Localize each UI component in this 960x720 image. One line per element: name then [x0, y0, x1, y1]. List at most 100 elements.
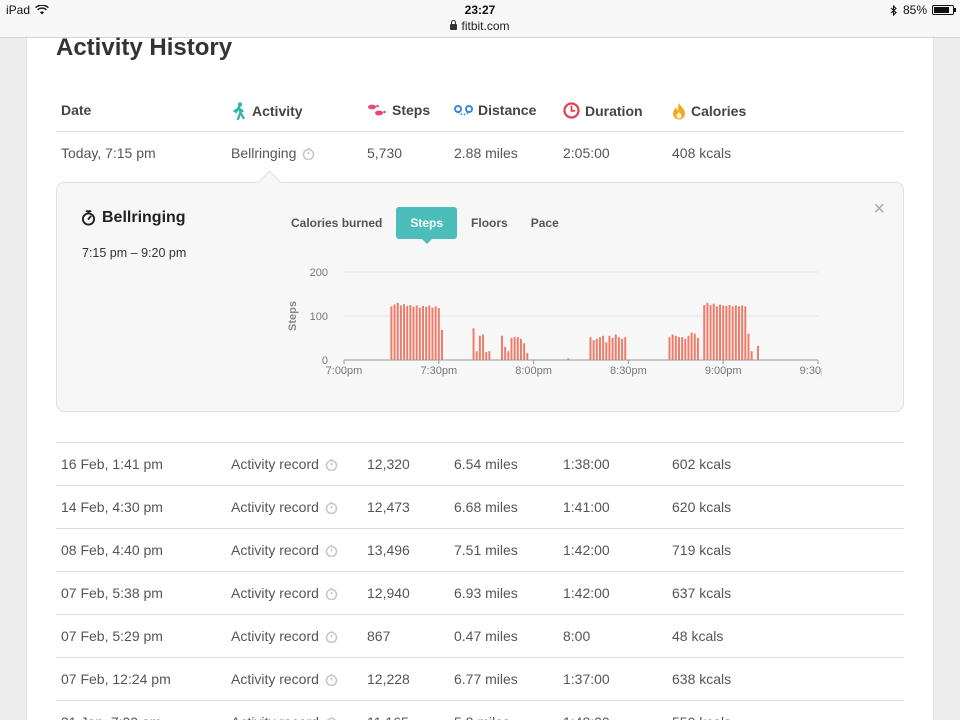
header-label: Date	[61, 102, 92, 118]
row-date: Today, 7:15 pm	[61, 145, 156, 161]
table-row[interactable]: 16 Feb, 1:41 pm Activity record 12,320 6.54…	[56, 443, 904, 486]
bar	[418, 307, 421, 360]
table-row[interactable]: Today, 7:15 pm Bellringing 5,730 2.88 mi…	[56, 132, 904, 174]
bar	[614, 334, 617, 360]
row-steps: 5,730	[367, 145, 403, 161]
bar	[605, 342, 608, 360]
row-steps: 12,320	[367, 456, 410, 472]
detail-title: Bellringing	[81, 209, 186, 227]
bar	[399, 305, 402, 360]
bar	[501, 335, 503, 360]
bar	[611, 338, 614, 360]
bar	[482, 334, 485, 360]
activity-name: Activity record	[231, 542, 319, 558]
table-row[interactable]: 31 Jan, 7:00 am Activity record 11,165 5.8 …	[56, 701, 904, 720]
activity-name: Activity record	[231, 585, 319, 601]
bar	[687, 335, 690, 360]
row-steps: 11,165	[367, 714, 409, 720]
row-distance: 6.77 miles	[454, 671, 518, 687]
status-right: 85%	[890, 3, 956, 17]
activity-name: Activity record	[231, 499, 319, 515]
tab-pace[interactable]: Pace	[530, 216, 559, 230]
bar	[437, 308, 440, 360]
bar	[747, 333, 750, 360]
column-header-distance[interactable]: Distance	[454, 102, 536, 118]
footprints-icon	[368, 104, 386, 116]
row-date: 07 Feb, 5:38 pm	[61, 585, 163, 601]
bar	[403, 304, 406, 360]
column-header-activity[interactable]: Activity	[231, 102, 303, 120]
column-header-calories[interactable]: Calories	[672, 102, 746, 120]
bar	[719, 304, 722, 360]
bar	[519, 338, 522, 360]
bar	[677, 337, 680, 360]
bar	[715, 306, 718, 360]
clock-icon	[563, 102, 580, 119]
row-duration: 1:42:00	[563, 542, 610, 558]
row-activity: Activity record	[231, 671, 338, 687]
row-calories: 620 kcals	[672, 499, 732, 515]
chart-tabs: Calories burned Steps Floors Pace	[282, 207, 573, 244]
bar	[428, 305, 431, 360]
activity-name: Activity record	[231, 628, 319, 644]
table-row[interactable]: 08 Feb, 4:40 pm Activity record 13,496 7.51…	[56, 529, 904, 572]
bar	[674, 335, 677, 360]
row-distance: 6.54 miles	[454, 456, 518, 472]
tab-floors[interactable]: Floors	[471, 216, 508, 230]
tab-steps[interactable]: Steps	[396, 207, 458, 244]
column-header-date[interactable]: Date	[61, 102, 91, 118]
column-header-duration[interactable]: Duration	[563, 102, 643, 119]
close-icon[interactable]: ×	[873, 198, 885, 220]
row-steps: 12,473	[367, 499, 410, 515]
flame-icon	[673, 103, 685, 120]
bar	[513, 337, 516, 360]
battery-icon	[932, 5, 956, 15]
row-activity: Activity record	[231, 714, 338, 720]
bar	[592, 340, 595, 360]
row-date: 07 Feb, 12:24 pm	[61, 671, 171, 687]
activity-history-card: Activity History Date Activity Steps Dis…	[26, 36, 934, 720]
tab-calories-burned[interactable]: Calories burned	[291, 216, 383, 230]
bar	[425, 306, 428, 360]
bar	[485, 352, 488, 360]
activity-name: Activity record	[231, 456, 319, 472]
row-activity: Activity record	[231, 542, 338, 558]
row-activity: Activity record	[231, 456, 338, 472]
bar	[595, 338, 598, 360]
table-row[interactable]: 14 Feb, 4:30 pm Activity record 12,473 6.68…	[56, 486, 904, 529]
bar	[709, 305, 712, 360]
bar	[510, 338, 513, 360]
stopwatch-icon	[325, 501, 338, 514]
x-tick-label: 9:30pm	[800, 365, 822, 377]
row-activity: Bellringing	[231, 145, 315, 161]
bar	[516, 337, 519, 360]
activity-name: Bellringing	[231, 145, 297, 161]
column-header-steps[interactable]: Steps	[367, 102, 430, 118]
table-row[interactable]: 07 Feb, 12:24 pm Activity record 12,228 6.7…	[56, 658, 904, 701]
bar	[728, 305, 731, 360]
bar	[406, 305, 409, 360]
bar	[712, 303, 715, 360]
row-steps: 867	[367, 628, 391, 644]
bar	[507, 351, 510, 360]
row-steps: 12,228	[367, 671, 410, 687]
bar	[409, 305, 412, 360]
row-calories: 408 kcals	[672, 145, 732, 161]
bar	[567, 358, 570, 360]
table-row[interactable]: 07 Feb, 5:38 pm Activity record 12,940 6.93…	[56, 572, 904, 615]
table-row[interactable]: 07 Feb, 5:29 pm Activity record 867 0.47 mi…	[56, 615, 904, 658]
bar	[731, 306, 734, 360]
bar	[431, 307, 434, 360]
row-distance: 6.93 miles	[454, 585, 518, 601]
row-distance: 6.68 miles	[454, 499, 518, 515]
battery-level	[934, 7, 950, 13]
address-bar[interactable]: fitbit.com	[0, 19, 960, 33]
row-duration: 2:05:00	[563, 145, 610, 161]
stopwatch-icon	[325, 673, 338, 686]
bar	[393, 304, 396, 360]
detail-title-text: Bellringing	[102, 209, 186, 226]
row-distance: 7.51 miles	[454, 542, 518, 558]
bar	[696, 338, 699, 360]
row-date: 07 Feb, 5:29 pm	[61, 628, 163, 644]
x-tick-label: 7:30pm	[420, 365, 457, 377]
